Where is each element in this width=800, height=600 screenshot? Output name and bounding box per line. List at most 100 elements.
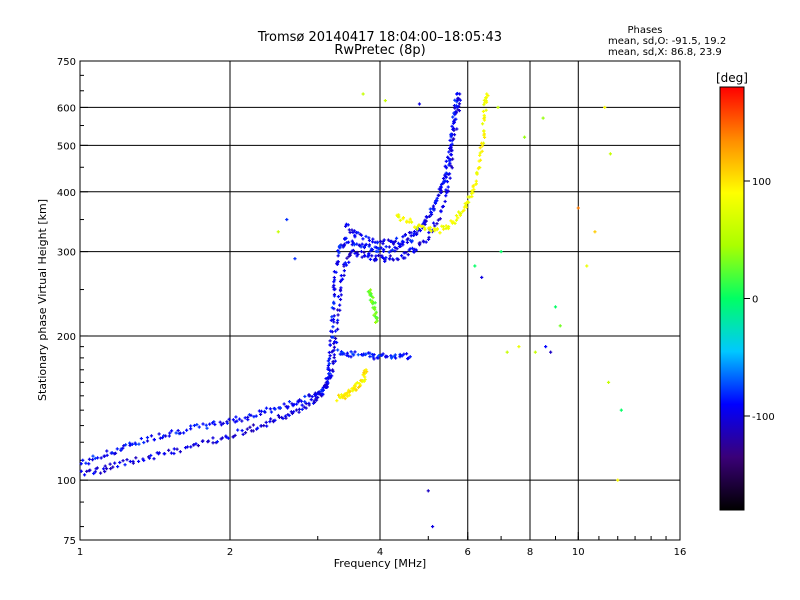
data-point	[456, 100, 458, 104]
data-point	[383, 248, 385, 252]
data-point	[129, 459, 131, 464]
data-point	[376, 241, 378, 245]
data-point	[336, 260, 338, 264]
data-point	[322, 392, 324, 396]
data-point	[413, 250, 415, 254]
data-point	[308, 393, 310, 397]
data-point	[119, 460, 121, 465]
data-point	[390, 354, 392, 358]
data-point	[448, 159, 450, 163]
data-point	[429, 228, 431, 232]
data-point	[454, 221, 456, 225]
data-point	[228, 417, 230, 421]
data-point	[427, 226, 430, 230]
data-point	[388, 245, 390, 249]
data-point	[451, 166, 453, 170]
data-point	[363, 250, 365, 254]
data-point	[363, 369, 365, 373]
data-point	[483, 132, 485, 136]
data-point	[382, 352, 384, 356]
data-point	[333, 300, 335, 304]
data-point	[332, 349, 334, 353]
data-point	[356, 242, 358, 246]
data-point	[241, 428, 243, 433]
data-point	[326, 382, 328, 387]
data-point	[369, 298, 371, 302]
data-point	[427, 237, 430, 242]
data-point	[376, 356, 378, 360]
data-point	[356, 254, 358, 258]
data-point	[475, 179, 477, 183]
data-point	[436, 227, 438, 231]
data-point	[352, 389, 354, 393]
y-tick-label: 750	[57, 57, 76, 68]
data-point	[351, 243, 353, 247]
data-point	[479, 153, 481, 157]
data-point	[473, 188, 475, 192]
data-point	[247, 415, 249, 419]
data-point	[620, 408, 622, 412]
data-point	[475, 182, 477, 186]
data-point	[279, 406, 282, 410]
data-point	[331, 350, 333, 354]
data-point	[168, 448, 170, 452]
data-point	[413, 230, 416, 234]
data-point	[452, 126, 455, 131]
data-point	[430, 210, 433, 215]
data-point	[110, 467, 112, 471]
data-point	[374, 256, 377, 261]
data-point	[406, 240, 408, 245]
data-point	[369, 293, 372, 297]
data-point	[415, 248, 417, 252]
data-point	[387, 238, 390, 242]
data-point	[142, 457, 144, 461]
data-point	[170, 429, 173, 433]
data-point	[193, 443, 195, 447]
data-point	[452, 127, 454, 131]
data-point	[340, 278, 342, 282]
data-point	[478, 166, 480, 170]
data-point	[467, 195, 469, 199]
data-point	[244, 416, 246, 420]
data-point	[523, 135, 526, 139]
data-point	[264, 410, 266, 414]
data-point	[183, 431, 185, 435]
data-point	[395, 236, 398, 240]
data-point	[439, 187, 442, 191]
data-point	[413, 231, 415, 236]
data-point	[362, 379, 364, 383]
data-point	[445, 224, 447, 228]
data-point	[372, 237, 374, 241]
data-point	[448, 225, 450, 229]
data-point	[288, 413, 290, 418]
data-point	[336, 262, 338, 266]
data-point	[220, 437, 222, 441]
x-axis: 1 2 4 6 8 10 16	[77, 532, 686, 558]
data-point	[419, 228, 421, 233]
data-point	[440, 190, 442, 194]
data-point	[421, 226, 423, 230]
data-point	[413, 233, 415, 237]
data-point	[346, 351, 348, 355]
data-point	[389, 254, 391, 258]
data-point	[483, 113, 485, 117]
data-point	[220, 423, 223, 427]
data-point	[236, 419, 238, 423]
data-point	[333, 292, 336, 297]
data-point	[402, 240, 405, 244]
data-point	[328, 350, 330, 355]
colorbar-ticks: 100 0 -100	[744, 177, 775, 423]
data-point	[331, 368, 334, 372]
data-point	[392, 258, 395, 262]
data-point	[448, 172, 451, 176]
data-point	[405, 250, 407, 255]
data-point	[244, 431, 247, 435]
data-point	[374, 315, 377, 319]
data-point	[290, 410, 292, 414]
data-point	[456, 127, 458, 131]
data-point	[125, 443, 127, 447]
data-point	[85, 461, 87, 465]
data-point	[263, 424, 265, 428]
data-point	[405, 352, 408, 356]
data-point	[577, 206, 579, 210]
